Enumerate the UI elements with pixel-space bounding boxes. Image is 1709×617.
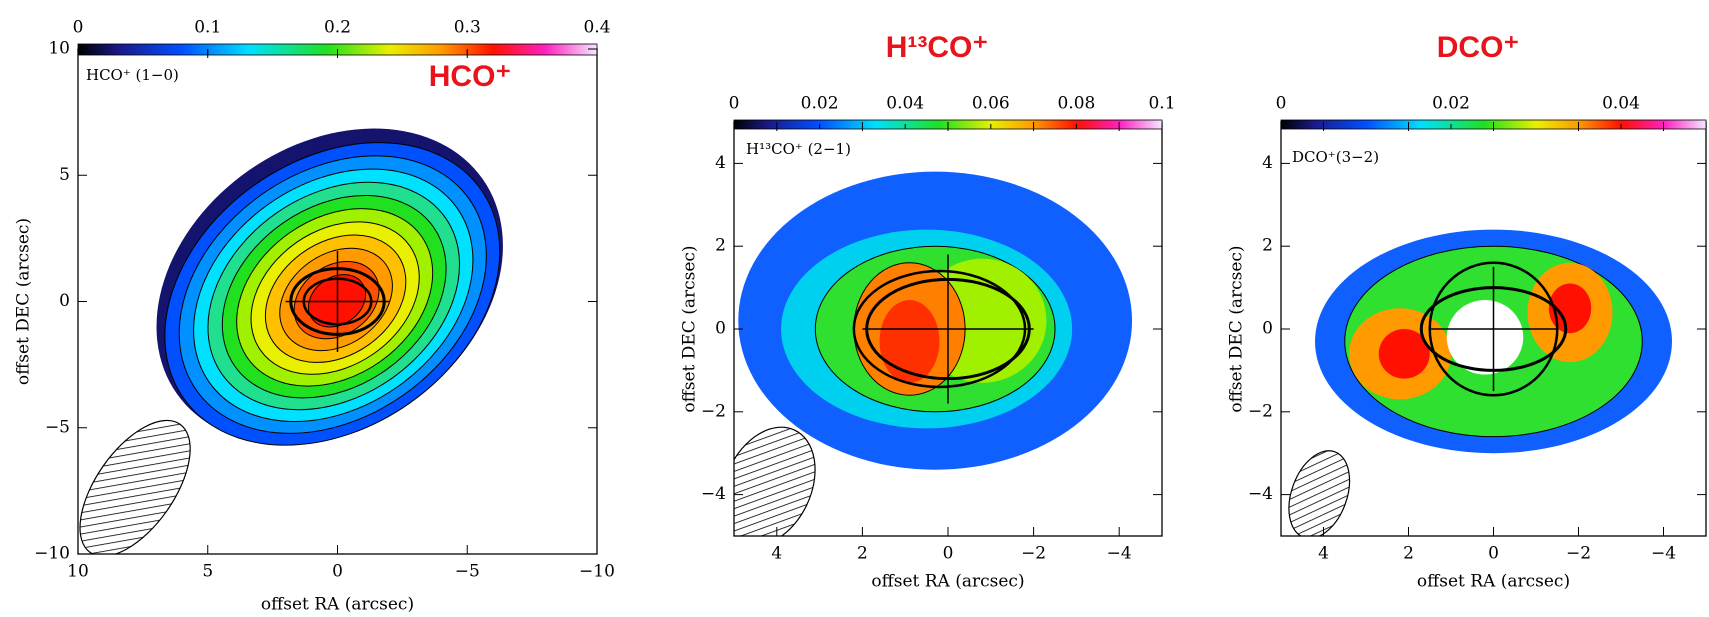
y-tick-label: −4 [1248, 484, 1273, 504]
y-tick-label: 0 [59, 291, 70, 311]
colorbar-tick-label: 0.04 [1602, 94, 1640, 114]
map-image [703, 172, 1132, 561]
x-axis-label: offset RA (arcsec) [1417, 572, 1570, 592]
line-label: H¹³CO⁺ (2−1) [746, 140, 851, 158]
y-tick-label: −5 [45, 417, 70, 437]
y-tick-label: 5 [59, 165, 70, 185]
x-tick-label: −10 [579, 562, 615, 582]
x-tick-label: −4 [1651, 544, 1676, 564]
colorbar-tick-label: 0.2 [324, 18, 351, 38]
x-tick-label: 2 [1403, 544, 1414, 564]
y-tick-label: 2 [715, 236, 726, 256]
x-tick-label: 4 [771, 544, 782, 564]
map-region [1278, 442, 1361, 546]
y-tick-label: −10 [34, 544, 70, 564]
y-tick-label: −4 [701, 484, 726, 504]
x-tick-label: −5 [455, 562, 480, 582]
colorbar-tick-label: 0.02 [801, 94, 839, 114]
figure: 0 0.1 0.2 0.3 0.4 10 5 0 −5 −10 −10 −5 0 5 10 HCO⁺ HCO⁺ … [0, 0, 1709, 617]
x-tick-label: −2 [1566, 544, 1591, 564]
y-tick-label: 2 [1262, 236, 1273, 256]
colorbar-tick-label: 0.08 [1057, 94, 1095, 114]
chart-title: DCO⁺ [1437, 31, 1520, 64]
colorbar-tick-label: 0 [1276, 94, 1287, 114]
colorbar-tick-label: 0.4 [583, 18, 610, 38]
colorbar-tick-label: 0 [73, 18, 84, 38]
map-region [880, 300, 940, 383]
colorbar-tick-label: 0.02 [1432, 94, 1470, 114]
line-label: HCO⁺ (1−0) [86, 66, 179, 84]
chart-title: HCO⁺ [429, 60, 512, 93]
x-axis-label: offset RA (arcsec) [871, 572, 1024, 592]
x-tick-label: −2 [1021, 544, 1046, 564]
y-tick-label: 4 [1262, 153, 1273, 173]
x-tick-label: 0 [1488, 544, 1499, 564]
y-axis-label: offset DEC (arcsec) [680, 245, 700, 412]
colorbar-tick-label: 0.3 [454, 18, 481, 38]
y-axis-label: offset DEC (arcsec) [14, 218, 34, 385]
y-tick-label: −2 [1248, 401, 1273, 421]
x-tick-label: 2 [857, 544, 868, 564]
x-tick-label: −4 [1107, 544, 1132, 564]
x-tick-label: 10 [67, 562, 89, 582]
y-tick-label: −2 [701, 401, 726, 421]
colorbar-tick-label: 0 [729, 94, 740, 114]
y-tick-label: 0 [715, 319, 726, 339]
colorbar-tick-label: 0.1 [194, 18, 221, 38]
y-axis-label: offset DEC (arcsec) [1227, 245, 1247, 412]
colorbar-tick-label: 0.1 [1148, 94, 1175, 114]
map-region [1447, 300, 1524, 375]
x-tick-label: 5 [202, 562, 213, 582]
line-label: DCO⁺(3−2) [1292, 148, 1379, 166]
colorbar-tick-label: 0.04 [886, 94, 924, 114]
map-image [1278, 230, 1672, 547]
x-tick-label: 4 [1318, 544, 1329, 564]
chart-title: H¹³CO⁺ [886, 31, 988, 64]
x-tick-label: 0 [332, 562, 343, 582]
y-tick-label: 4 [715, 153, 726, 173]
x-tick-label: 0 [943, 544, 954, 564]
x-axis-label: offset RA (arcsec) [261, 595, 414, 615]
y-tick-label: 10 [48, 39, 70, 59]
map-image [58, 63, 564, 574]
colorbar-tick-label: 0.06 [972, 94, 1010, 114]
y-tick-label: 0 [1262, 319, 1273, 339]
